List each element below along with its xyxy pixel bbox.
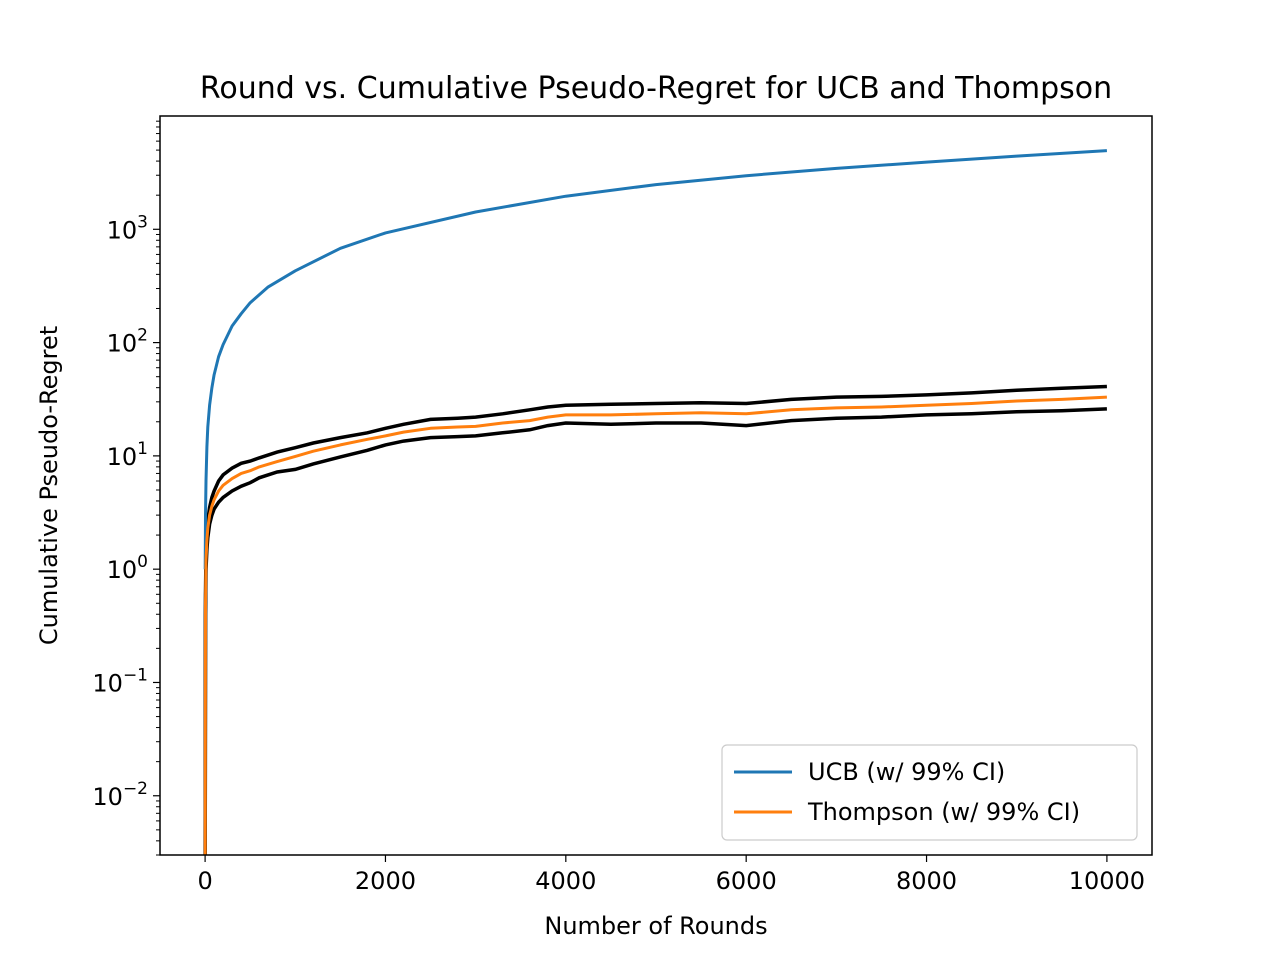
- legend-label: Thompson (w/ 99% CI): [807, 798, 1080, 826]
- thompson-ci-upper-line: [203, 384, 1107, 855]
- x-tick-label: 6000: [716, 867, 777, 895]
- legend-label: UCB (w/ 99% CI): [808, 758, 1005, 786]
- y-tick-label: 10−1: [92, 665, 148, 697]
- y-tick-label: 101: [107, 439, 148, 471]
- x-tick-label: 8000: [896, 867, 957, 895]
- x-tick-label: 0: [197, 867, 212, 895]
- y-tick-label: 103: [107, 212, 148, 244]
- x-tick-label: 4000: [535, 867, 596, 895]
- y-axis-label: Cumulative Pseudo-Regret: [35, 326, 63, 645]
- legend: UCB (w/ 99% CI) Thompson (w/ 99% CI): [721, 744, 1138, 841]
- plot-area: [203, 149, 1107, 855]
- ucb-line: [203, 149, 1107, 570]
- thompson-line: [203, 395, 1107, 855]
- thompson-ci-lower-line: [203, 407, 1107, 855]
- x-tick-label: 2000: [355, 867, 416, 895]
- axes-frame: [159, 115, 1153, 856]
- y-tick-label: 10−2: [92, 779, 148, 811]
- legend-box: [721, 744, 1138, 841]
- axis-ticks: 0 2000 4000 6000 8000 10000 10−2 10−1 100 101 102 1…: [92, 120, 1145, 895]
- x-tick-label: 10000: [1069, 867, 1145, 895]
- y-tick-label: 100: [107, 552, 148, 584]
- y-tick-label: 102: [107, 326, 148, 358]
- chart-title: Round vs. Cumulative Pseudo-Regret for U…: [200, 71, 1112, 106]
- x-axis-label: Number of Rounds: [544, 912, 767, 940]
